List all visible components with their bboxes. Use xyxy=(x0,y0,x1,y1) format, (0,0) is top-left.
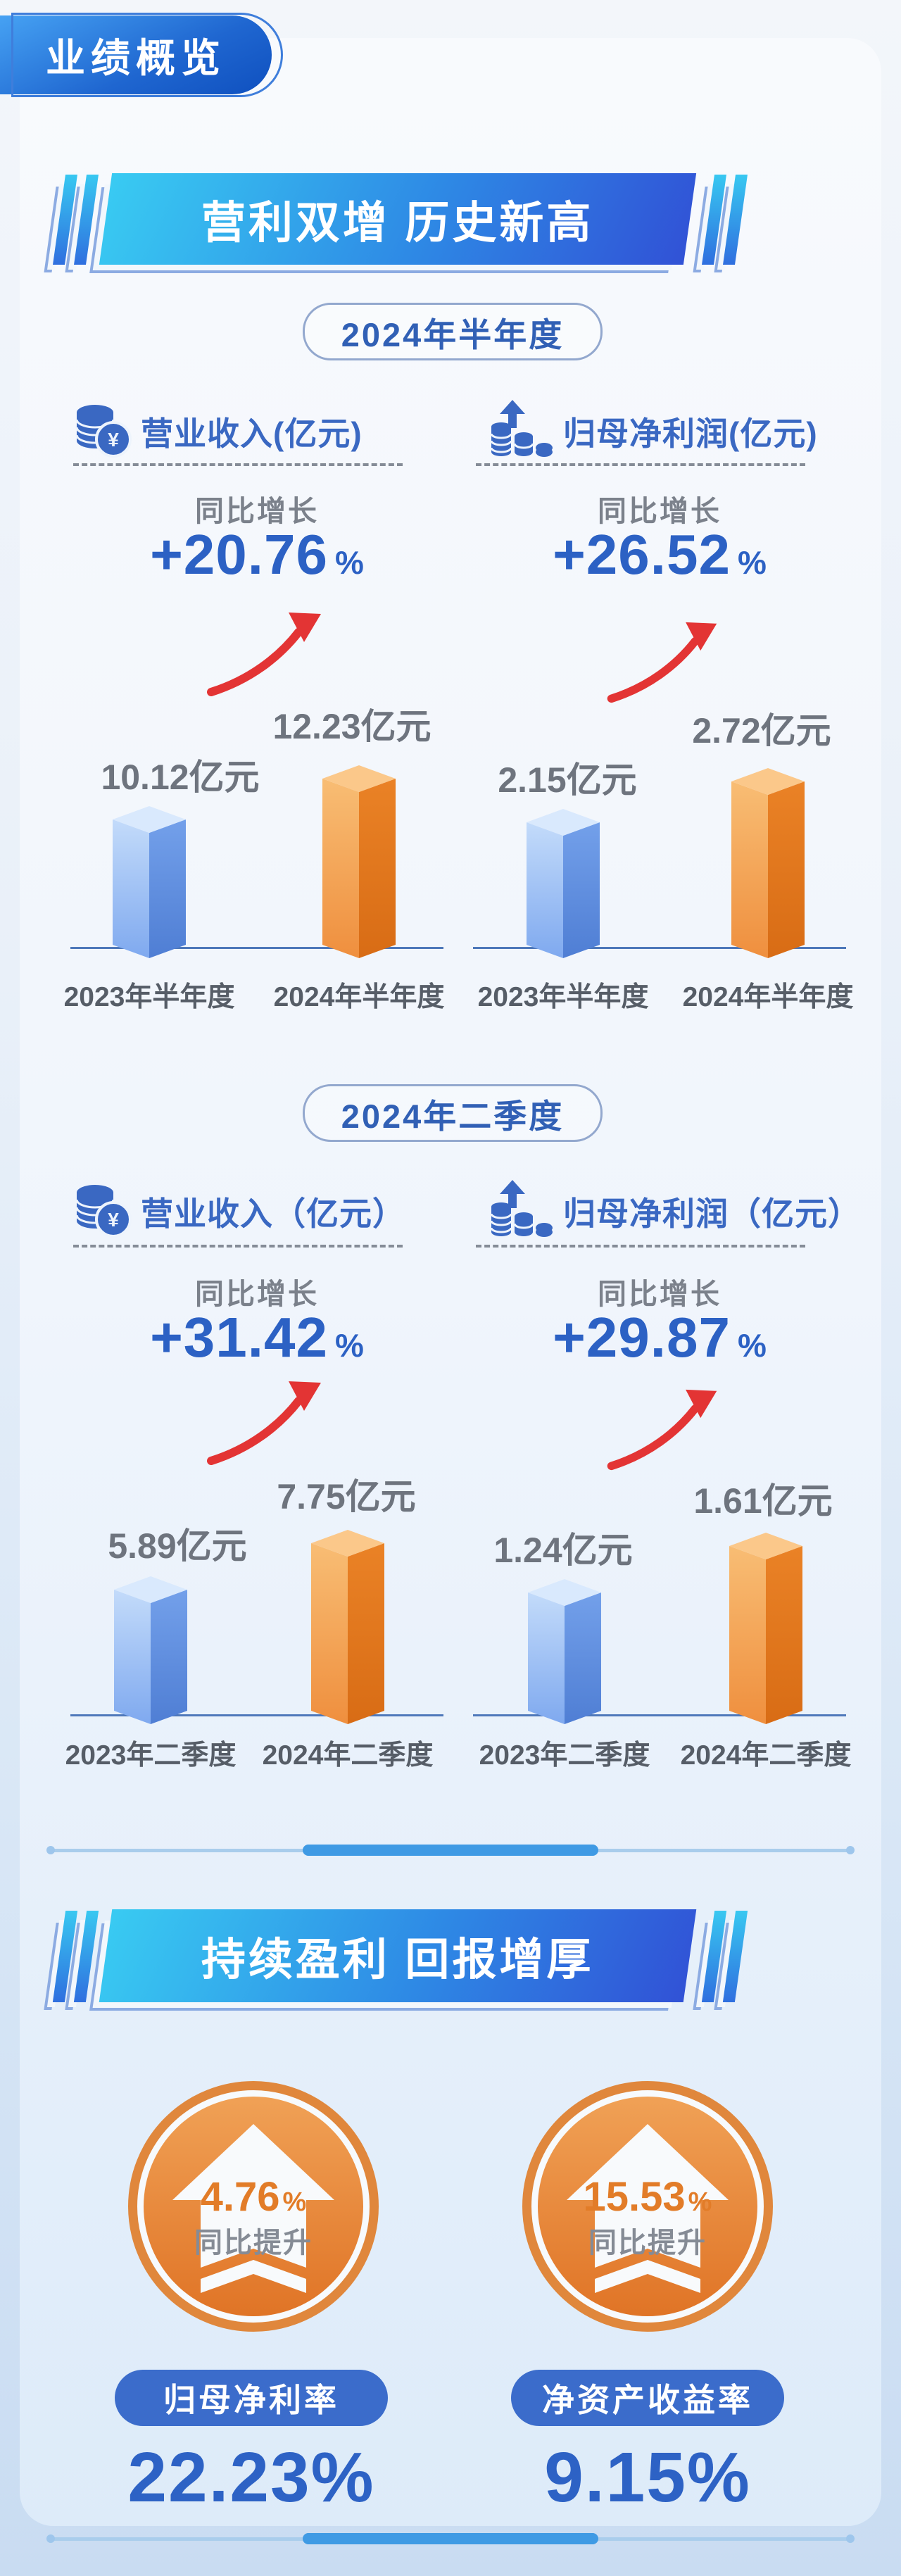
circle-sub-label: 同比提升 xyxy=(588,2228,707,2258)
page-title: 业绩概览 xyxy=(46,35,226,80)
svg-text:¥: ¥ xyxy=(108,1209,119,1231)
coins-yen-icon: ¥ xyxy=(75,1185,132,1238)
yoy-value: +29.87 xyxy=(553,1306,731,1369)
divider-dot xyxy=(46,2534,55,2543)
banner-text: 营利双增 历史新高 xyxy=(201,198,594,248)
coins-arrow-icon xyxy=(490,1180,553,1237)
yoy-value-row: +31.42 % xyxy=(70,1305,443,1370)
period-pill-q2: 2024年二季度 xyxy=(303,1084,603,1142)
chart-title: 归母净利润(亿元) xyxy=(563,415,818,452)
yoy-label: 同比增长 xyxy=(598,495,722,527)
chart-title: 归母净利润（亿元） xyxy=(563,1195,861,1232)
dashed-divider xyxy=(476,1245,805,1248)
bar-2023 xyxy=(113,806,186,958)
bar-value-label: 10.12亿元 xyxy=(101,758,260,797)
yoy-value: +31.42 xyxy=(150,1306,328,1369)
metric-circle-net-margin: 4.76 % 同比提升 xyxy=(128,2081,379,2332)
content-card xyxy=(20,38,881,2526)
circle-percent-row: 15.53 % xyxy=(531,2173,764,2220)
bar-value-label: 2.72亿元 xyxy=(692,711,831,750)
trend-up-arrow-icon xyxy=(207,1381,321,1465)
footer-divider-center xyxy=(303,2533,598,2544)
bar-value-label: 7.75亿元 xyxy=(277,1477,416,1516)
yoy-value-row: +29.87 % xyxy=(473,1305,846,1370)
bar-value-label: 2.15亿元 xyxy=(498,760,637,800)
yoy-label: 同比增长 xyxy=(598,1278,722,1310)
dashed-divider xyxy=(476,463,805,466)
bar-value-label: 5.89亿元 xyxy=(108,1526,247,1566)
circle-sub-label: 同比提升 xyxy=(194,2228,313,2258)
metric-label: 净资产收益率 xyxy=(542,2382,753,2418)
percent-sign: % xyxy=(738,1327,767,1364)
trend-up-arrow-icon xyxy=(207,612,321,696)
chart-title: 营业收入（亿元） xyxy=(141,1195,405,1232)
percent-sign: % xyxy=(282,2187,307,2217)
circle-percent-row: 4.76 % xyxy=(137,2173,370,2220)
circle-percent-value: 15.53 xyxy=(583,2174,686,2220)
yoy-label: 同比增长 xyxy=(195,1278,319,1310)
house-up-arrow-icon xyxy=(567,2124,729,2293)
chart-baseline xyxy=(70,947,443,949)
bar-2024 xyxy=(311,1530,384,1724)
percent-sign: % xyxy=(335,1327,364,1364)
dashed-divider xyxy=(73,1245,403,1248)
yoy-value-row: +26.52 % xyxy=(473,522,846,587)
x-axis-label: 2023年二季度 xyxy=(479,1740,650,1771)
x-axis-label: 2024年二季度 xyxy=(262,1740,434,1771)
bar-2023 xyxy=(528,1579,601,1724)
chart-baseline xyxy=(70,1714,443,1716)
bar-2024 xyxy=(322,765,396,958)
period-pill-label: 2024年半年度 xyxy=(341,315,565,353)
yoy-value: +26.52 xyxy=(553,523,731,586)
bar-2024 xyxy=(729,1533,802,1724)
coins-arrow-icon xyxy=(490,400,553,457)
bar-2023 xyxy=(527,809,600,958)
divider-dot xyxy=(846,1846,855,1854)
yoy-label: 同比增长 xyxy=(195,495,319,527)
page-title-badge: 业绩概览 xyxy=(0,13,283,97)
svg-text:¥: ¥ xyxy=(108,429,119,451)
x-axis-label: 2023年半年度 xyxy=(63,982,235,1012)
metric-big-value: 22.23% xyxy=(127,2438,375,2517)
bar-value-label: 1.24亿元 xyxy=(493,1531,633,1570)
chart-baseline xyxy=(473,1714,846,1716)
banner-text: 持续盈利 回报增厚 xyxy=(201,1935,594,1985)
chart-baseline xyxy=(473,947,846,949)
bar-2023 xyxy=(114,1576,187,1724)
metric-label-pill: 归母净利率 xyxy=(115,2370,388,2426)
trend-up-arrow-icon xyxy=(607,1389,717,1471)
x-axis-label: 2024年半年度 xyxy=(273,982,445,1012)
x-axis-label: 2023年二季度 xyxy=(65,1740,237,1771)
x-axis-label: 2024年半年度 xyxy=(682,982,854,1012)
divider-dot xyxy=(46,1846,55,1854)
x-axis-label: 2023年半年度 xyxy=(477,982,649,1012)
banner-sustained-profit: 持续盈利 回报增厚 xyxy=(99,1909,697,2002)
percent-sign: % xyxy=(738,544,767,581)
house-up-arrow-icon xyxy=(172,2124,334,2293)
chart-title: 营业收入(亿元) xyxy=(141,415,363,452)
period-pill-half-year: 2024年半年度 xyxy=(303,303,603,360)
dashed-divider xyxy=(73,463,403,466)
metric-circle-roe: 15.53 % 同比提升 xyxy=(522,2081,773,2332)
banner-revenue-profit: 营利双增 历史新高 xyxy=(99,173,697,265)
metric-label-pill: 净资产收益率 xyxy=(511,2370,784,2426)
metric-label: 归母净利率 xyxy=(163,2382,339,2418)
percent-sign: % xyxy=(688,2187,712,2217)
yoy-value: +20.76 xyxy=(150,523,328,586)
circle-percent-value: 4.76 xyxy=(200,2174,280,2220)
yoy-value-row: +20.76 % xyxy=(70,522,443,587)
trend-up-arrow-icon xyxy=(607,622,717,703)
bar-2024 xyxy=(731,768,805,958)
bar-value-label: 12.23亿元 xyxy=(272,707,431,746)
period-pill-label: 2024年二季度 xyxy=(341,1097,565,1135)
divider-dot xyxy=(846,2534,855,2543)
section-divider-center xyxy=(303,1845,598,1856)
bar-value-label: 1.61亿元 xyxy=(693,1481,833,1521)
coins-yen-icon: ¥ xyxy=(75,405,132,458)
x-axis-label: 2024年二季度 xyxy=(680,1740,852,1771)
metric-big-value: 9.15% xyxy=(544,2438,751,2517)
percent-sign: % xyxy=(335,544,364,581)
